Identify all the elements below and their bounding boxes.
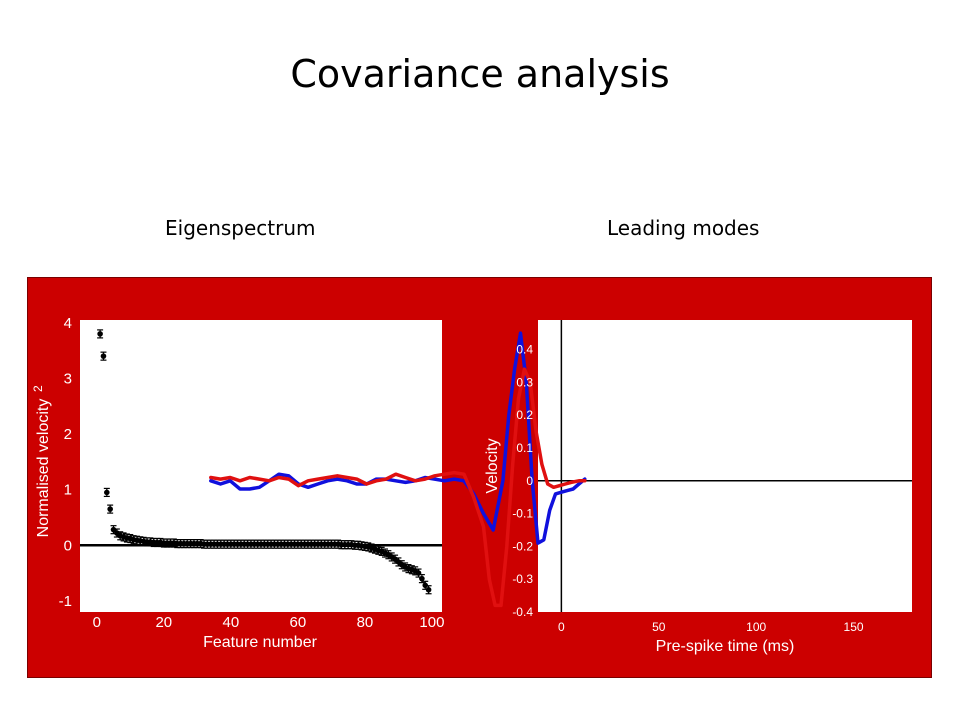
modes-plot-area: [538, 320, 912, 612]
eigen-point: [418, 574, 425, 584]
modes-y-tick-label: 0: [526, 474, 533, 488]
eigen-x-tick-label: 20: [155, 614, 172, 631]
modes-y-tick-label: -0.1: [512, 507, 533, 521]
eigen-x-tick-label: 60: [290, 614, 307, 631]
modes-y-tick-label: 0.1: [516, 441, 533, 455]
eigen-point: [368, 543, 375, 553]
eigen-point: [100, 351, 107, 361]
eigen-plot-area: [80, 320, 442, 612]
modes-y-tick-label: 0.2: [516, 408, 533, 422]
eigen-x-tick-label: 0: [93, 614, 101, 631]
eigen-x-tick-label: 100: [419, 614, 444, 631]
modes-x-ticks: 150 100 50 0: [558, 620, 864, 634]
eigen-point: [425, 585, 432, 595]
eigen-y-tick-label: 3: [64, 370, 72, 387]
eigen-point: [107, 504, 114, 514]
modes-y-label: Velocity: [484, 438, 501, 493]
modes-y-tick-label: -0.3: [512, 572, 533, 586]
modes-x-tick-label: 50: [652, 620, 666, 634]
eigen-x-tick-label: 80: [357, 614, 374, 631]
eigen-y-tick-label: 2: [64, 426, 72, 443]
eigen-point: [127, 533, 134, 544]
eigen-y-tick-label: -1: [59, 593, 72, 610]
modes-x-label: Pre-spike time (ms): [656, 638, 795, 655]
eigen-y-tick-label: 0: [64, 537, 72, 554]
modes-x-tick-label: 100: [746, 620, 766, 634]
leading-modes-title: Leading modes: [607, 216, 760, 240]
eigen-y-label-superscript: 2: [31, 385, 45, 392]
modes-x-tick-label: 0: [558, 620, 565, 634]
modes-y-ticks: 0.4 0.3 0.2 0.1 0 -0.1 -0.2 -0.3 -0.4: [512, 343, 533, 619]
modes-x-tick-label: 150: [844, 620, 864, 634]
slide-title: Covariance analysis: [290, 52, 670, 96]
eigen-point: [97, 329, 104, 339]
eigen-y-ticks: -1 0 1 2 3 4: [59, 315, 72, 610]
eigen-y-tick-label: 4: [64, 315, 72, 332]
eigen-x-ticks: 0 20 40 60 80 100: [93, 614, 445, 631]
modes-series-line-2: [209, 367, 587, 608]
modes-y-tick-label: 0.4: [516, 343, 533, 357]
eigenspectrum-title: Eigenspectrum: [165, 216, 316, 240]
modes-y-tick-label: -0.4: [512, 605, 533, 619]
eigen-points: [97, 329, 432, 595]
eigen-y-label: Normalised velocity: [35, 399, 52, 538]
modes-series: [209, 331, 587, 608]
eigen-x-label: Feature number: [203, 634, 318, 651]
eigen-y-tick-label: 1: [64, 482, 72, 499]
modes-y-tick-label: -0.2: [512, 539, 533, 553]
modes-y-tick-label: 0.3: [516, 375, 533, 389]
eigenspectrum-chart: 0 20 40 60 80 100 -1 0 1 2 3 4 Feature number Norm…: [31, 315, 444, 651]
eigen-x-tick-label: 40: [222, 614, 239, 631]
eigen-point: [103, 487, 110, 498]
